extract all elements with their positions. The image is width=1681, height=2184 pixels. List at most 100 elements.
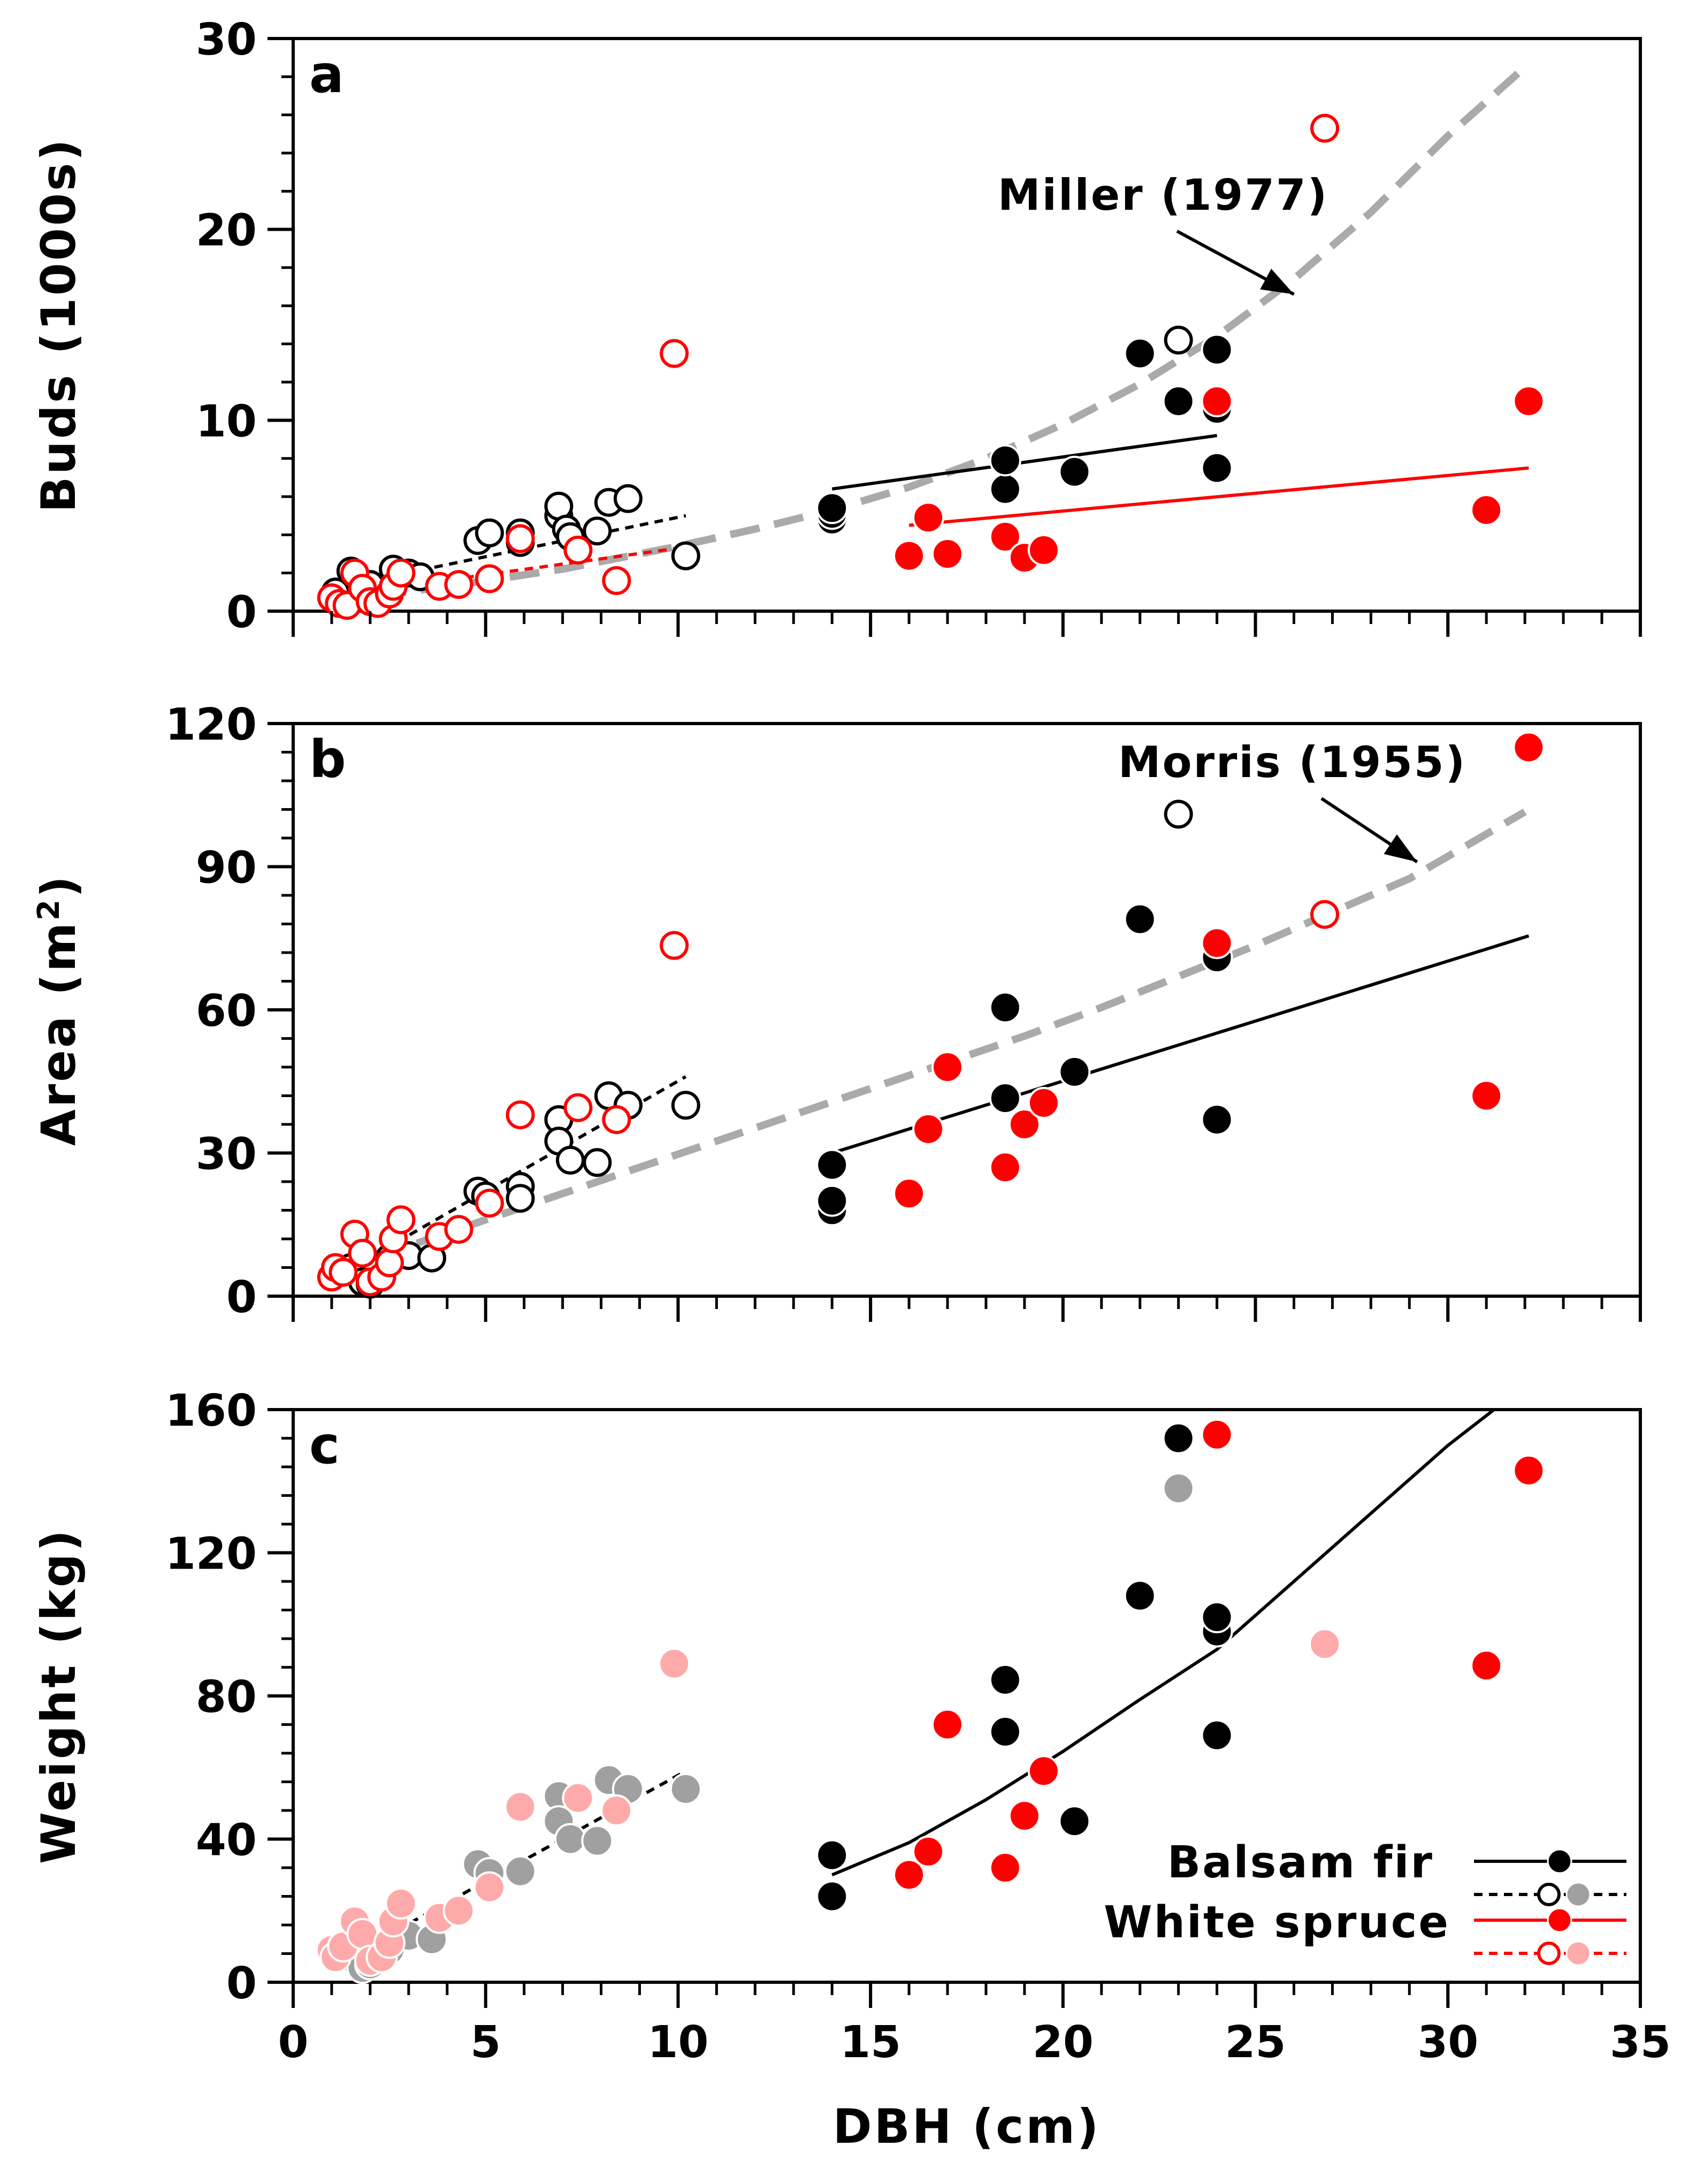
point-s3-16	[658, 1647, 691, 1680]
point-s3-14	[563, 535, 593, 565]
point-s0-3	[989, 1663, 1021, 1696]
annotation-a: Miller (1977)	[998, 170, 1327, 296]
point-s0-5	[1058, 1055, 1091, 1088]
point-s1-9	[506, 1184, 535, 1213]
point-s0-7	[1201, 1719, 1233, 1752]
point-s0-5	[1058, 455, 1091, 488]
y-axis-title-b: Area (m2)	[31, 874, 86, 1146]
point-s2-7	[1470, 1079, 1503, 1112]
x-tick-label-1: 5	[470, 2017, 501, 2068]
y-tick-label-2: 60	[196, 986, 257, 1037]
point-s2-8	[1512, 1454, 1545, 1487]
reference-curve	[331, 64, 1527, 606]
fit-line-1	[831, 1408, 1495, 1877]
legend-light-marker-0	[1565, 1882, 1591, 1907]
points-layer-a	[317, 113, 1545, 620]
panel-a: 0 10 20 30 a Buds (1000s) Miller (1977)	[31, 14, 1642, 638]
point-s0-6	[1124, 337, 1156, 370]
point-s0-4	[989, 991, 1021, 1024]
panel-letter-a: a	[309, 44, 344, 104]
point-s1-16	[613, 484, 643, 513]
y-tick-label-1: 10	[196, 396, 257, 447]
point-s1-17	[1164, 800, 1193, 829]
point-s2-5	[1027, 1755, 1060, 1787]
x-tick-label-6: 30	[1417, 2017, 1478, 2068]
point-s0-7	[1162, 385, 1195, 417]
y-tick-label-4: 160	[165, 1386, 257, 1436]
y-tick-label-3: 30	[196, 14, 257, 65]
y-tick-label-2: 20	[196, 206, 257, 256]
point-s2-6	[1201, 1418, 1233, 1451]
point-s1-11	[554, 1823, 586, 1855]
point-s3-14	[562, 1782, 594, 1814]
annotation-arrow-head	[1260, 269, 1294, 294]
point-s3-15	[600, 1794, 633, 1827]
point-s2-7	[1470, 494, 1503, 526]
point-s3-13	[506, 1100, 535, 1130]
point-s0-7	[1201, 1104, 1233, 1136]
point-s3-17	[1310, 113, 1340, 143]
ticks-layer-b: 0 30 60 90 120	[165, 699, 1642, 1323]
x-tick-label-7: 35	[1610, 2017, 1671, 2068]
point-s0-4	[1058, 1805, 1091, 1838]
legend-glyphs	[1474, 1848, 1626, 1966]
legend-solid-marker-0	[1547, 1848, 1572, 1874]
point-s0-6	[1162, 1422, 1195, 1455]
point-s1-14	[583, 516, 612, 546]
fit-line-1	[831, 934, 1530, 1155]
point-s2-8	[1512, 731, 1545, 764]
point-s1-17	[671, 541, 700, 570]
point-s3-12	[473, 1871, 506, 1904]
point-s0-10	[1201, 333, 1233, 366]
point-s1-12	[556, 1145, 585, 1175]
x-tick-label-2: 10	[647, 2017, 708, 2068]
point-s3-17	[1309, 1628, 1341, 1660]
point-s2-2	[931, 538, 964, 570]
point-s1-12	[581, 1824, 614, 1857]
point-s3-16	[660, 931, 689, 960]
point-s2-8	[1512, 385, 1545, 417]
annotation-b: Morris (1955)	[1118, 737, 1465, 864]
point-s2-3	[989, 520, 1021, 553]
legend-open-marker-0	[1537, 1883, 1561, 1906]
point-s1-15	[669, 1772, 702, 1805]
point-s3-15	[602, 1105, 631, 1135]
legend-open-marker-1	[1537, 1942, 1561, 1965]
point-s2-4	[1008, 1800, 1041, 1832]
reference-curve-layer-a	[331, 64, 1527, 606]
y-tick-label-0: 0	[226, 1272, 257, 1323]
point-s2-2	[931, 1708, 964, 1741]
point-s2-3	[989, 1852, 1021, 1884]
point-s0-4	[989, 444, 1021, 477]
legend-solid-marker-1	[1547, 1907, 1572, 1933]
point-s3-17	[1310, 900, 1340, 929]
panel-letter-c: c	[309, 1416, 340, 1475]
y-tick-label-1: 30	[196, 1129, 257, 1180]
plot-frame-a	[292, 37, 1642, 613]
point-s0-1	[816, 1184, 849, 1217]
point-s3-12	[475, 564, 504, 593]
point-s2-6	[1201, 927, 1233, 960]
point-s2-5	[1027, 1086, 1060, 1119]
point-s0-5	[1124, 1579, 1156, 1612]
x-tick-label-0: 0	[278, 2017, 308, 2068]
point-s1-16	[1162, 1472, 1195, 1505]
point-s3-11	[444, 570, 473, 599]
point-s3-11	[442, 1894, 475, 1927]
point-s2-5	[1027, 534, 1060, 566]
point-s0-6	[1124, 903, 1156, 935]
point-s0-9	[1201, 1601, 1233, 1633]
point-s0-3	[989, 473, 1021, 505]
point-s2-7	[1470, 1649, 1503, 1682]
ticks-layer-c: 0 40 80 120 160 0 5 10 15 20 25 30 35	[165, 1386, 1671, 2068]
y-axis-title-b-main: Area (m	[31, 920, 86, 1146]
point-s3-9	[386, 558, 416, 588]
point-s1-8	[504, 1855, 537, 1888]
point-s2-0	[893, 539, 926, 572]
point-s3-14	[563, 1093, 593, 1122]
legend-label-white-spruce: White spruce	[1104, 1897, 1450, 1948]
point-s0-2	[989, 1715, 1021, 1748]
x-tick-label-5: 25	[1225, 2017, 1286, 2068]
y-axis-title-b-sup: 2	[32, 897, 66, 920]
